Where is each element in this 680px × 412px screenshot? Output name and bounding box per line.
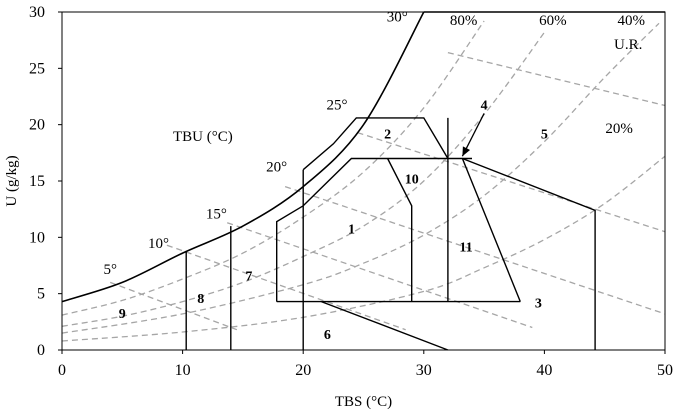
wet-bulb-line-15 <box>226 222 533 329</box>
plot-frame <box>61 11 666 351</box>
x-tick-label: 0 <box>58 362 66 379</box>
y-tick-label: 5 <box>37 286 45 303</box>
rh-curve-20 <box>61 155 666 342</box>
zone-label-11: 11 <box>459 240 472 255</box>
zone-label-10: 10 <box>405 173 419 188</box>
wet-bulb-line-20 <box>284 185 666 315</box>
zone-label-1: 1 <box>348 222 355 237</box>
x-tick-label: 40 <box>536 362 552 379</box>
y-tick-label: 0 <box>37 342 45 359</box>
zone-label-3: 3 <box>535 297 542 312</box>
zone-boundary-5 <box>276 205 304 302</box>
saturation-curve <box>61 11 425 303</box>
wet-bulb-line-10 <box>166 244 406 331</box>
wet-bulb-line-25 <box>357 131 666 233</box>
wet-bulb-line-5 <box>109 281 238 331</box>
x-tick-label: 30 <box>416 362 432 379</box>
guide-lines <box>61 11 666 342</box>
tbu-annotation: TBU (°C) <box>173 129 233 145</box>
rh-label-20: 20% <box>605 121 633 137</box>
zone-label-9: 9 <box>119 307 126 322</box>
zone-label-7: 7 <box>245 270 252 285</box>
y-tick-label: 20 <box>29 117 45 134</box>
chart-labels: 80% 60% 40% 20% 5° 10° 15° 20° 25° 30° 1 2 3 4 5 6 7 8 9 10… <box>103 10 644 344</box>
zone-label-4: 4 <box>481 98 488 113</box>
y-tick-label: 25 <box>29 60 45 77</box>
x-tick-label: 10 <box>175 362 191 379</box>
zone-boundary-7 <box>302 117 449 171</box>
wet-bulb-label-5: 5° <box>103 262 117 278</box>
zone-label-2: 2 <box>384 128 391 143</box>
x-tick-label: 20 <box>295 362 311 379</box>
zone-boundary-11 <box>462 157 596 350</box>
zone-label-5: 5 <box>541 128 548 143</box>
wet-bulb-line-30 <box>447 51 666 107</box>
x-tick-label: 50 <box>657 362 673 379</box>
wet-bulb-label-15: 15° <box>206 207 227 223</box>
rh-label-60: 60% <box>539 13 567 29</box>
rh-label-40: 40% <box>617 13 645 29</box>
y-tick-label: 10 <box>29 229 45 246</box>
ur-annotation: U.R. <box>614 37 642 53</box>
y-axis-title: U (g/kg) <box>4 155 20 206</box>
wet-bulb-label-30: 30° <box>387 10 408 26</box>
wet-bulb-label-10: 10° <box>148 236 169 252</box>
y-tick-label: 15 <box>29 173 45 190</box>
zone-boundary-10 <box>461 158 521 302</box>
rh-curve-80 <box>61 20 485 316</box>
zone-boundary-12 <box>321 300 449 351</box>
wet-bulb-label-25: 25° <box>326 97 347 113</box>
zone-boundary-6 <box>302 157 472 207</box>
y-tick-label: 30 <box>29 4 45 21</box>
zone-label-6: 6 <box>324 328 331 343</box>
x-axis-title: TBS (°C) <box>335 394 392 410</box>
rh-curve-40 <box>61 22 660 334</box>
comfort-zone-lines <box>61 11 596 351</box>
wet-bulb-label-20: 20° <box>266 159 287 175</box>
zone-4-arrow-head <box>462 146 471 157</box>
zone-label-8: 8 <box>197 292 204 307</box>
zone-boundary-9 <box>386 158 413 302</box>
rh-label-80: 80% <box>450 13 478 29</box>
